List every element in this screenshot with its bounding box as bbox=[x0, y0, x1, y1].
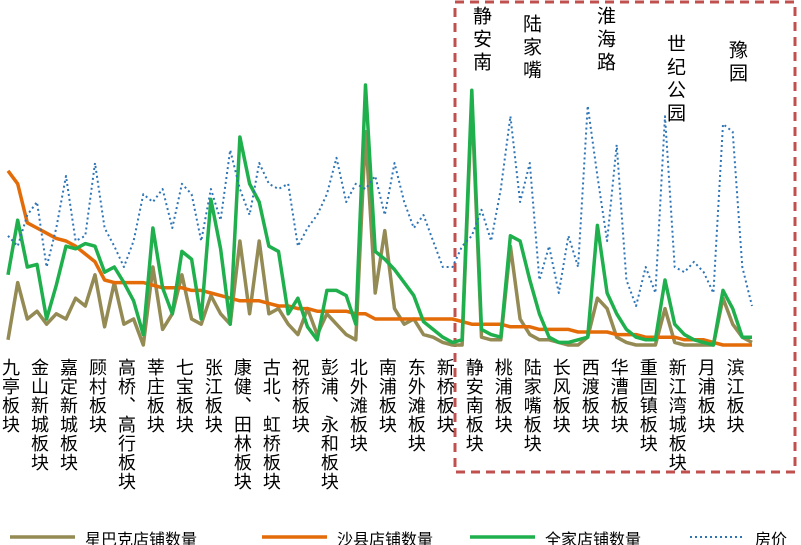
x-tick-label: 月浦板块 bbox=[694, 358, 716, 434]
x-tick-label: 嘉定新城板块 bbox=[56, 358, 78, 472]
legend-label: 沙县店铺数量 bbox=[337, 530, 434, 545]
x-tick-label: 北外滩板块 bbox=[346, 358, 368, 453]
series-line bbox=[6, 83, 752, 347]
x-tick-label: 桃浦板块 bbox=[491, 358, 513, 434]
annotation: 淮海路 bbox=[594, 6, 616, 75]
annotation: 豫园 bbox=[726, 40, 748, 86]
series-line bbox=[6, 169, 752, 347]
x-tick-label: 新桥板块 bbox=[433, 358, 455, 434]
x-tick-label: 彭浦、永和板块 bbox=[317, 358, 339, 491]
x-tick-label: 重固镇板块 bbox=[636, 358, 658, 453]
annotation: 静安南 bbox=[470, 6, 492, 75]
series-line bbox=[6, 98, 753, 347]
annotation: 陆家嘴 bbox=[520, 14, 542, 83]
x-tick-label: 金山新城板块 bbox=[27, 358, 49, 472]
highlight-box bbox=[453, 0, 797, 474]
x-tick-label: 静安南板块 bbox=[462, 358, 484, 453]
x-tick-label: 高桥、高行板块 bbox=[114, 358, 136, 491]
x-tick-label: 东外滩板块 bbox=[404, 358, 426, 453]
x-tick-label: 西渡板块 bbox=[578, 358, 600, 434]
x-tick-label: 陆家嘴板块 bbox=[520, 358, 542, 453]
x-tick-label: 华漕板块 bbox=[607, 358, 629, 434]
legend-label: 房价 bbox=[755, 530, 788, 545]
x-tick-label: 顾村板块 bbox=[85, 358, 107, 434]
x-tick-label: 九亭板块 bbox=[0, 358, 20, 434]
x-tick-label: 新江湾城板块 bbox=[665, 358, 687, 472]
x-tick-label: 祝桥板块 bbox=[288, 358, 310, 434]
x-tick-label: 滨江板块 bbox=[723, 358, 745, 434]
annotation: 世纪公园 bbox=[664, 34, 686, 126]
legend-label: 全家店铺数量 bbox=[545, 530, 642, 545]
x-tick-label: 康健、田林板块 bbox=[230, 358, 252, 491]
x-tick-label: 莘庄板块 bbox=[143, 358, 165, 434]
x-tick-label: 长风板块 bbox=[549, 358, 571, 434]
x-tick-label: 南浦板块 bbox=[375, 358, 397, 434]
x-tick-label: 古北、虹桥板块 bbox=[259, 358, 281, 491]
x-tick-label: 七宝板块 bbox=[172, 358, 194, 434]
x-tick-label: 张江板块 bbox=[201, 358, 223, 434]
legend-label: 星巴克店铺数量 bbox=[85, 530, 198, 545]
